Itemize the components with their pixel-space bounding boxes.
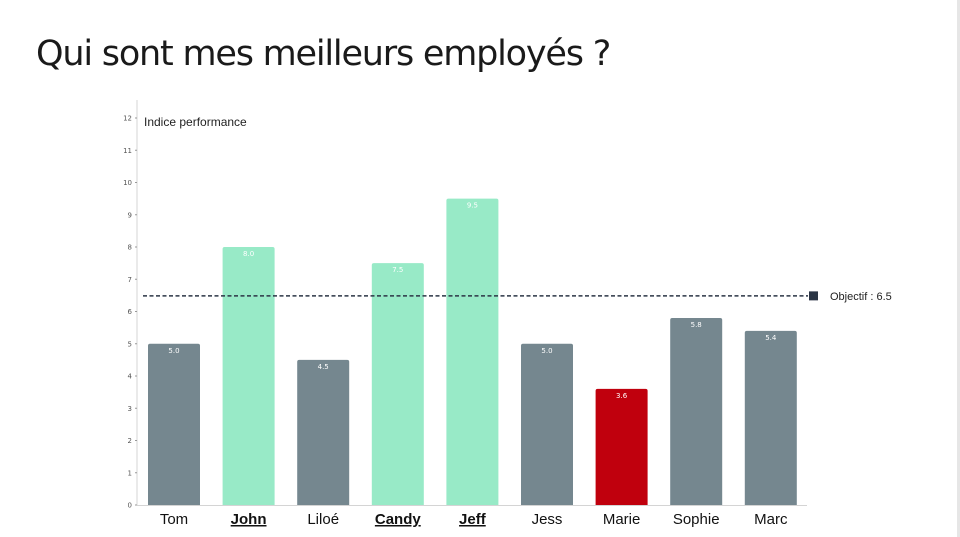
- bar-data-label: 8.0: [243, 250, 254, 258]
- y-tick-label: 7: [128, 276, 132, 284]
- x-tick-label: Marc: [754, 511, 788, 528]
- bar-tom: [148, 343, 200, 505]
- x-tick-label: Marie: [603, 511, 641, 528]
- x-tick-label: John: [231, 511, 267, 528]
- bar-john: [222, 247, 275, 505]
- y-axis-label: Indice performance: [144, 115, 247, 129]
- x-tick-label: Sophie: [673, 511, 720, 528]
- bar-sophie: [670, 317, 723, 505]
- y-tick-label: 3: [128, 405, 132, 413]
- bar-data-label: 5.4: [765, 334, 777, 342]
- bar-data-label: 5.8: [691, 321, 702, 329]
- bar-candy: [371, 263, 424, 505]
- bar-jess: [521, 343, 573, 505]
- chart-data-labels: 5.0 8.0 4.5 7.5 9.5 5.0 3.6 5.8 5.4: [168, 202, 776, 400]
- slide-edge: [957, 0, 960, 537]
- y-tick-label: 12: [123, 115, 132, 123]
- y-tick-label: 2: [128, 437, 132, 445]
- chart-bars: [148, 198, 797, 505]
- bar-lilo-: [297, 359, 350, 505]
- bar-data-label: 5.0: [541, 347, 552, 355]
- y-tick-label: 11: [123, 147, 132, 155]
- y-tick-label: 9: [128, 211, 132, 219]
- target-label: Objectif : 6.5: [830, 291, 892, 303]
- target-marker: [809, 291, 818, 301]
- x-tick-label: Tom: [160, 511, 188, 528]
- x-tick-label: Liloé: [307, 511, 339, 528]
- bar-marie: [595, 388, 648, 505]
- y-tick-label: 8: [128, 244, 132, 252]
- x-tick-label: Jess: [532, 511, 563, 528]
- bar-data-label: 3.6: [616, 392, 628, 400]
- y-tick-label: 1: [128, 469, 132, 477]
- bar-data-label: 9.5: [467, 202, 478, 210]
- chart-x-tick-labels: Tom John Liloé Candy Jeff Jess Marie Sophie Marc: [160, 511, 788, 528]
- target-line-group: Objectif : 6.5: [143, 291, 892, 303]
- bar-data-label: 4.5: [318, 363, 329, 371]
- x-tick-label: Jeff: [459, 511, 487, 528]
- x-tick-label: Candy: [375, 511, 422, 528]
- bar-data-label: 5.0: [168, 347, 179, 355]
- page-title: Qui sont mes meilleurs employés ?: [36, 34, 611, 74]
- y-tick-label: 5: [128, 340, 132, 348]
- bar-jeff: [446, 198, 499, 505]
- bar-marc: [744, 330, 797, 505]
- y-tick-label: 6: [128, 308, 133, 316]
- y-tick-label: 4: [128, 373, 133, 381]
- y-tick-label: 0: [128, 502, 132, 510]
- bar-data-label: 7.5: [392, 266, 403, 274]
- y-tick-label: 10: [123, 179, 132, 187]
